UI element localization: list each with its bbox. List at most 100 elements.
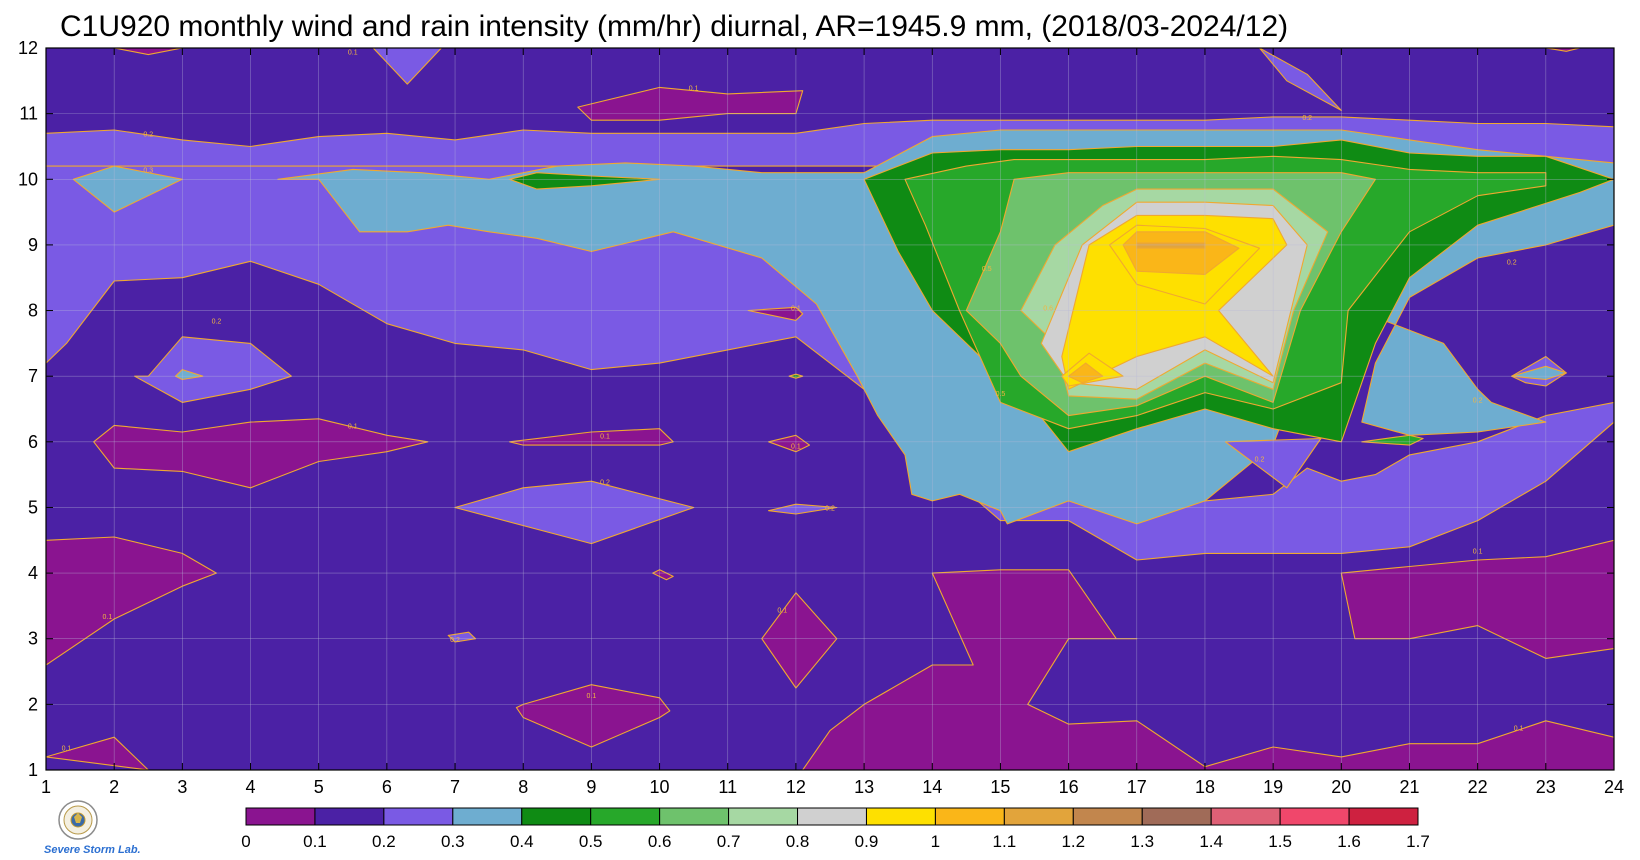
contour-label-21: 0.1 bbox=[348, 50, 358, 57]
contour-region-28 bbox=[113, 48, 183, 56]
colorbar-swatch-6 bbox=[659, 807, 730, 826]
contour-label-8: 0.1 bbox=[689, 86, 699, 93]
contour-region-24 bbox=[1136, 242, 1206, 249]
colorbar-label: 0.4 bbox=[510, 832, 534, 851]
y-tick-label: 3 bbox=[28, 629, 38, 649]
colorbar-label: 0.5 bbox=[579, 832, 603, 851]
colorbar: 0 0.1 0.2 0.3 0.4 0.5 0.6 0.7 0.8 0.9 1 1.1 1.2 1.3 1.… bbox=[241, 807, 1430, 851]
colorbar-swatch-4 bbox=[521, 807, 592, 826]
colorbar-swatch-15 bbox=[1279, 807, 1350, 826]
colorbar-swatch-1 bbox=[314, 807, 385, 826]
x-tick-label: 8 bbox=[518, 777, 528, 797]
contour-region-35 bbox=[46, 536, 217, 666]
contour-label-10: 0.5 bbox=[982, 266, 992, 273]
colorbar-label: 0.3 bbox=[441, 832, 465, 851]
colorbar-label: 1.4 bbox=[1199, 832, 1223, 851]
x-tick-label: 18 bbox=[1195, 777, 1215, 797]
x-tick-label: 15 bbox=[990, 777, 1010, 797]
x-tick-label: 12 bbox=[786, 777, 806, 797]
colorbar-label: 1 bbox=[931, 832, 940, 851]
colorbar-swatch-16 bbox=[1348, 807, 1419, 826]
x-tick-label: 10 bbox=[650, 777, 670, 797]
colorbar-swatch-14 bbox=[1210, 807, 1281, 826]
plot-frame bbox=[45, 47, 1615, 771]
colorbar-swatch-10 bbox=[934, 807, 1005, 826]
contour-label-22: 0.1 bbox=[62, 745, 72, 752]
y-tick-label: 4 bbox=[28, 563, 38, 583]
x-tick-label: 4 bbox=[246, 777, 256, 797]
y-tick-label: 2 bbox=[28, 694, 38, 714]
colorbar-label: 1.3 bbox=[1130, 832, 1154, 851]
x-tick-label: 21 bbox=[1399, 777, 1419, 797]
contour-label-19: 0.1 bbox=[1514, 726, 1524, 733]
x-tick-label: 22 bbox=[1468, 777, 1488, 797]
colorbar-label: 1.5 bbox=[1268, 832, 1292, 851]
colorbar-label: 1.6 bbox=[1337, 832, 1361, 851]
x-tick-label: 14 bbox=[922, 777, 942, 797]
colorbar-label: 0.8 bbox=[786, 832, 810, 851]
colorbar-swatch-3 bbox=[452, 807, 523, 826]
x-tick-label: 6 bbox=[382, 777, 392, 797]
contour-label-7: 0.1 bbox=[587, 693, 597, 700]
y-tick-label: 6 bbox=[28, 432, 38, 452]
contour-region-41 bbox=[46, 736, 149, 770]
colorbar-label: 0.6 bbox=[648, 832, 672, 851]
colorbar-swatch-9 bbox=[865, 807, 936, 826]
x-tick-label: 1 bbox=[41, 777, 51, 797]
x-tick-label: 16 bbox=[1059, 777, 1079, 797]
y-tick-label: 11 bbox=[19, 104, 38, 124]
x-tick-label: 7 bbox=[450, 777, 460, 797]
colorbar-label: 1.1 bbox=[993, 832, 1017, 851]
contour-label-2: 0.3 bbox=[143, 168, 153, 175]
x-tick-label: 3 bbox=[177, 777, 187, 797]
logo-text: Severe Storm Lab. bbox=[44, 844, 141, 856]
y-tick-label: 12 bbox=[18, 38, 38, 58]
contour-labels: 0.2 0.2 0.3 0.1 0.2 0.1 0.1 0.1 0.1 0.5 0.5 0.6 0.1 0… bbox=[62, 50, 1524, 753]
colorbar-label: 0.1 bbox=[303, 832, 327, 851]
contour-region-15 bbox=[1361, 434, 1424, 446]
colorbar-label: 0.7 bbox=[717, 832, 741, 851]
contour-label-16: 0.2 bbox=[1473, 397, 1483, 404]
contour-region-33 bbox=[768, 434, 811, 453]
contour-region-38 bbox=[515, 684, 671, 748]
y-tick-label: 10 bbox=[18, 169, 38, 189]
contour-label-6: 0.1 bbox=[102, 614, 112, 621]
colorbar-label: 0 bbox=[241, 832, 250, 851]
contour-region-5 bbox=[134, 336, 292, 403]
contour-label-3: 0.1 bbox=[600, 434, 610, 441]
contour-region-29 bbox=[1545, 48, 1581, 52]
plot-area: 0.2 0.2 0.3 0.1 0.2 0.1 0.1 0.1 0.1 0.5 0.5 0.6 0.1 0… bbox=[45, 47, 1615, 771]
x-tick-label: 20 bbox=[1331, 777, 1351, 797]
x-tick-label: 23 bbox=[1536, 777, 1556, 797]
severe-storm-lab-logo: Severe Storm Lab. bbox=[44, 800, 141, 856]
x-tick-label: 11 bbox=[718, 777, 737, 797]
x-axis: 1 2 3 4 5 6 7 8 9 10 11 12 13 14 15 16 17 18 19 20 21 22 23 24 bbox=[41, 48, 1624, 797]
y-tick-label: 1 bbox=[28, 760, 38, 780]
contour-label-24: 0.2 bbox=[1255, 457, 1265, 464]
chart-title: C1U920 monthly wind and rain intensity (… bbox=[60, 10, 1288, 43]
colorbar-label: 0.2 bbox=[372, 832, 396, 851]
contour-label-14: 0.2 bbox=[825, 506, 835, 513]
colorbar-swatch-2 bbox=[383, 807, 454, 826]
contour-region-2 bbox=[372, 48, 442, 85]
contour-label-18: 0.1 bbox=[1473, 548, 1483, 555]
contour-label-23: 0.2 bbox=[450, 637, 460, 644]
colorbar-swatch-13 bbox=[1141, 807, 1212, 826]
x-tick-label: 13 bbox=[854, 777, 874, 797]
colorbar-swatch-8 bbox=[797, 807, 867, 826]
x-tick-label: 17 bbox=[1127, 777, 1147, 797]
y-tick-label: 7 bbox=[28, 366, 38, 386]
contour-label-20: 0.1 bbox=[777, 607, 787, 614]
colorbar-label: 1.2 bbox=[1061, 832, 1085, 851]
colorbar-swatch-12 bbox=[1072, 807, 1143, 826]
contour-label-1: 0.2 bbox=[143, 132, 153, 139]
grid-lines bbox=[46, 48, 1614, 770]
colorbar-label: 1.7 bbox=[1406, 832, 1430, 851]
colorbar-swatch-5 bbox=[590, 807, 661, 826]
contour-label-9: 0.5 bbox=[996, 391, 1006, 398]
contour-label-17: 0.2 bbox=[1302, 115, 1312, 122]
contour-region-36 bbox=[652, 569, 674, 581]
x-tick-label: 24 bbox=[1604, 777, 1624, 797]
